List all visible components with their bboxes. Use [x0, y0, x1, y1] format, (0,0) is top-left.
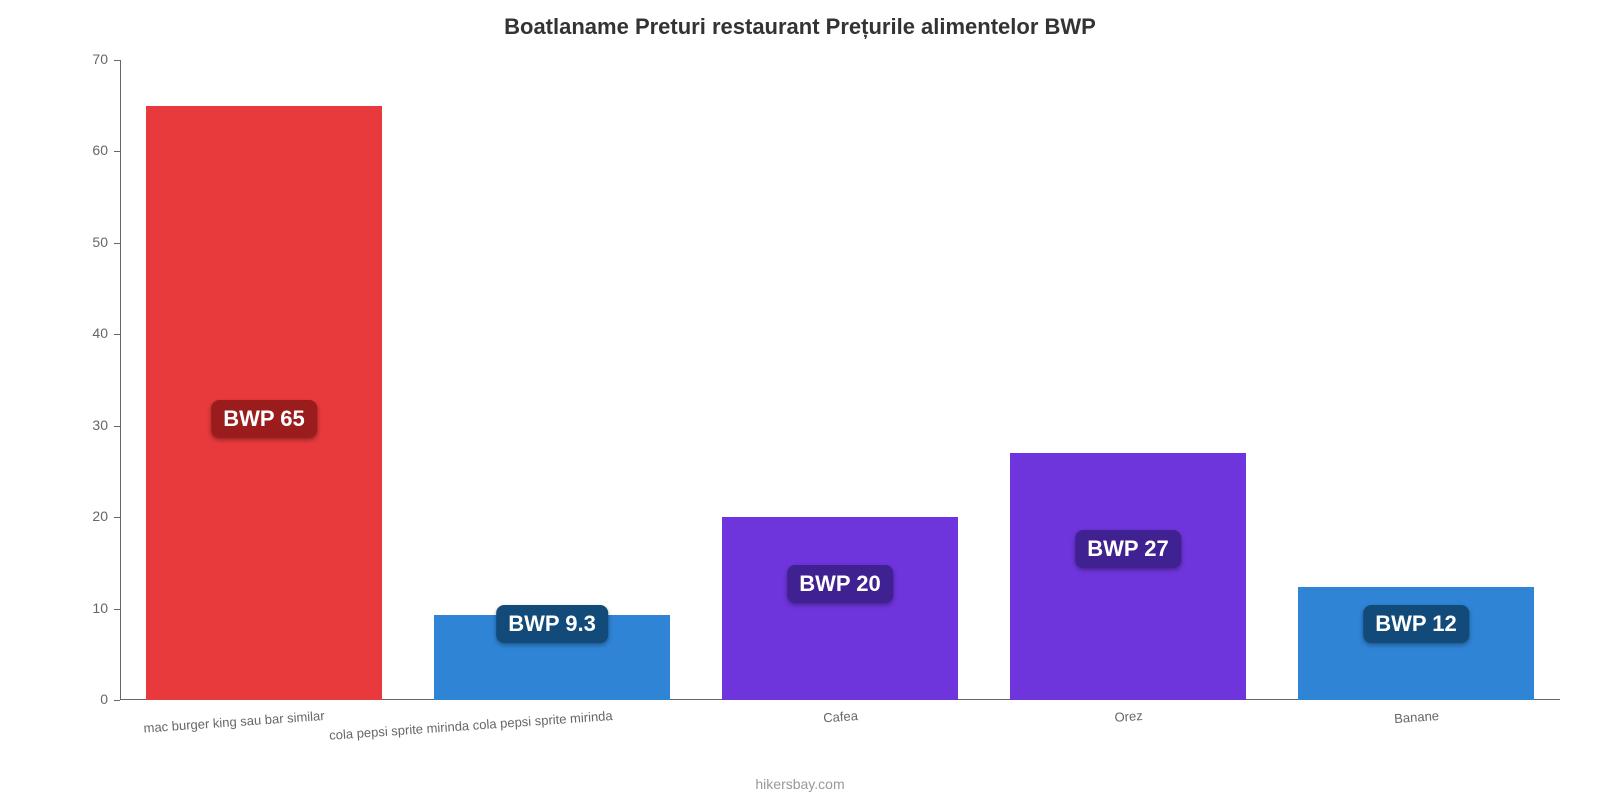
- y-tick-mark: [114, 60, 120, 61]
- y-tick-label: 20: [68, 508, 108, 524]
- bar: [722, 517, 958, 700]
- x-tick-label: Cafea: [823, 708, 859, 725]
- y-tick-mark: [114, 334, 120, 335]
- chart-footer: hikersbay.com: [0, 776, 1600, 792]
- bar-value-label: BWP 9.3: [496, 605, 608, 643]
- x-tick-label: Banane: [1394, 708, 1440, 726]
- plot-area: 010203040506070BWP 65mac burger king sau…: [120, 60, 1560, 700]
- y-tick-mark: [114, 517, 120, 518]
- y-tick-mark: [114, 609, 120, 610]
- x-tick-label: mac burger king sau bar similar: [143, 708, 325, 736]
- y-axis-line: [120, 60, 121, 700]
- chart-title: Boatlaname Preturi restaurant Prețurile …: [0, 0, 1600, 40]
- y-tick-mark: [114, 243, 120, 244]
- y-tick-label: 0: [68, 691, 108, 707]
- y-tick-label: 60: [68, 142, 108, 158]
- bar-value-label: BWP 20: [787, 565, 893, 603]
- x-tick-label: Orez: [1114, 708, 1143, 725]
- price-chart: Boatlaname Preturi restaurant Prețurile …: [0, 0, 1600, 800]
- y-tick-label: 30: [68, 417, 108, 433]
- y-tick-label: 70: [68, 51, 108, 67]
- y-tick-mark: [114, 700, 120, 701]
- x-tick-label: cola pepsi sprite mirinda cola pepsi spr…: [329, 708, 613, 743]
- bar: [1298, 587, 1534, 700]
- bar-value-label: BWP 27: [1075, 530, 1181, 568]
- bar-value-label: BWP 65: [211, 400, 317, 438]
- y-tick-mark: [114, 151, 120, 152]
- y-tick-mark: [114, 426, 120, 427]
- bar-value-label: BWP 12: [1363, 605, 1469, 643]
- bar: [1010, 453, 1246, 700]
- y-tick-label: 50: [68, 234, 108, 250]
- y-tick-label: 10: [68, 600, 108, 616]
- y-tick-label: 40: [68, 325, 108, 341]
